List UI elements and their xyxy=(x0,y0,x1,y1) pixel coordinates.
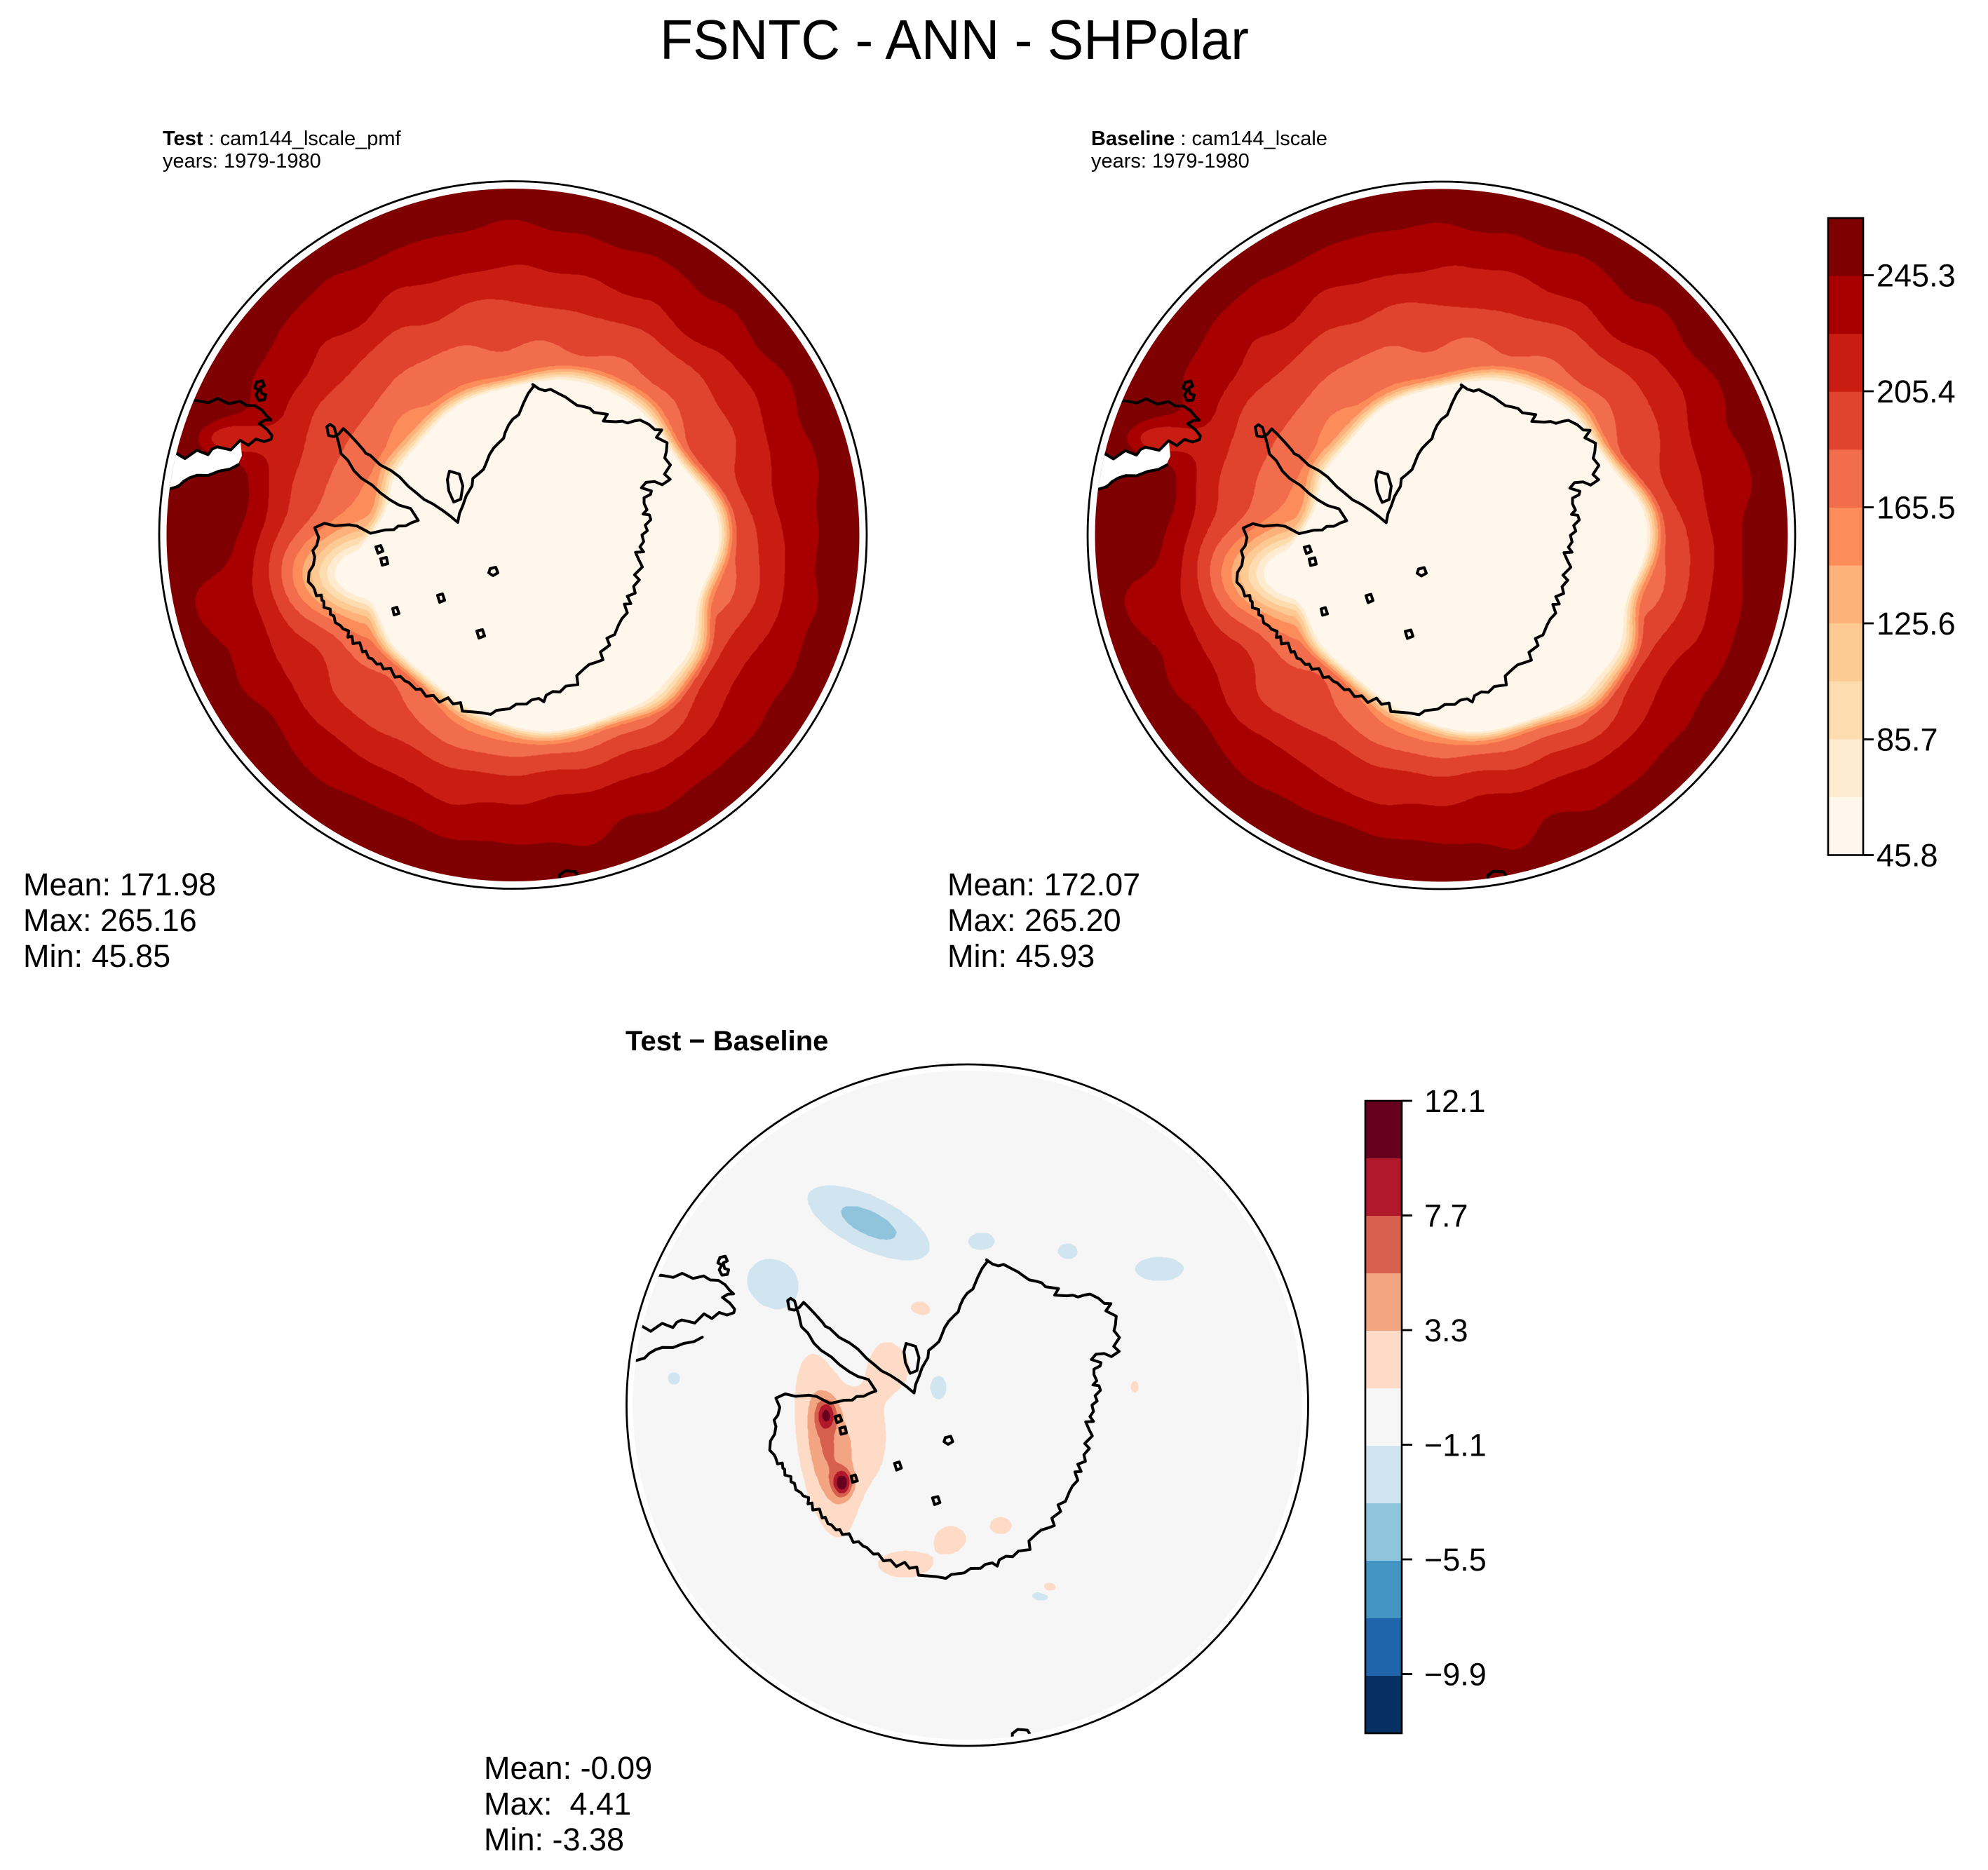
svg-text:Min: -3.38: Min: -3.38 xyxy=(484,1822,624,1857)
svg-text:Min: 45.93: Min: 45.93 xyxy=(947,938,1095,974)
svg-text:Max: 4.41: Max: 4.41 xyxy=(484,1786,631,1822)
svg-text:125.6: 125.6 xyxy=(1877,606,1956,642)
svg-text:245.3: 245.3 xyxy=(1877,258,1956,294)
svg-text:years: 1979-1980: years: 1979-1980 xyxy=(1091,150,1250,172)
svg-text:7.7: 7.7 xyxy=(1424,1198,1468,1234)
svg-text:12.1: 12.1 xyxy=(1424,1083,1486,1119)
svg-text:85.7: 85.7 xyxy=(1877,722,1938,758)
svg-text:Max: 265.20: Max: 265.20 xyxy=(947,902,1121,938)
svg-text:Min: 45.85: Min: 45.85 xyxy=(23,938,170,974)
svg-text:205.4: 205.4 xyxy=(1877,374,1956,409)
svg-text:years: 1979-1980: years: 1979-1980 xyxy=(163,150,321,172)
svg-text:45.8: 45.8 xyxy=(1877,838,1938,874)
svg-text:−1.1: −1.1 xyxy=(1424,1428,1487,1463)
svg-text:165.5: 165.5 xyxy=(1877,490,1956,526)
svg-text:−9.9: −9.9 xyxy=(1424,1657,1487,1693)
svg-text:3.3: 3.3 xyxy=(1424,1313,1468,1348)
svg-text:Test − Baseline: Test − Baseline xyxy=(626,1026,828,1057)
svg-text:Max: 265.16: Max: 265.16 xyxy=(23,902,197,938)
svg-text:Baseline : cam144_lscale: Baseline : cam144_lscale xyxy=(1091,128,1327,150)
svg-text:FSNTC - ANN - SHPolar: FSNTC - ANN - SHPolar xyxy=(660,8,1249,71)
svg-text:−5.5: −5.5 xyxy=(1424,1542,1487,1578)
svg-text:Mean: 172.07: Mean: 172.07 xyxy=(947,867,1140,902)
svg-text:Mean: -0.09: Mean: -0.09 xyxy=(484,1750,652,1786)
svg-text:Test : cam144_lscale_pmf: Test : cam144_lscale_pmf xyxy=(163,128,402,150)
svg-text:Mean: 171.98: Mean: 171.98 xyxy=(23,867,216,902)
